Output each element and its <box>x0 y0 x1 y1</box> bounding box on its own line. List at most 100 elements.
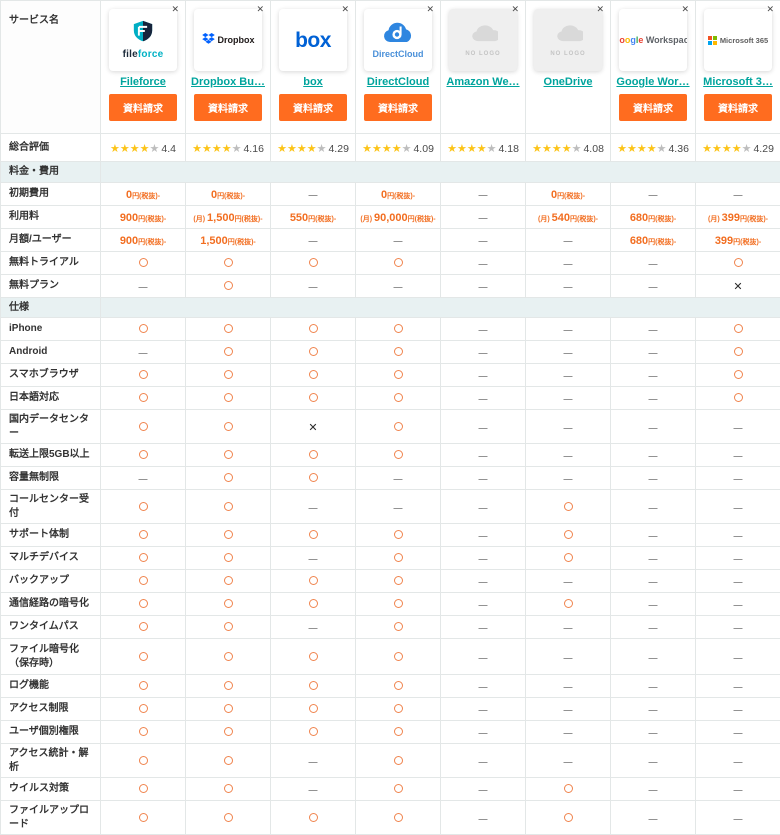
google-workspace-logo: Google Workspace <box>619 35 687 45</box>
value-cell: — <box>611 778 696 801</box>
table-row: 無料プラン——————✕ <box>1 274 780 297</box>
close-icon[interactable]: ✕ <box>596 5 604 14</box>
value-cell: — <box>271 228 356 251</box>
dash-icon: — <box>479 236 488 246</box>
value-cell: — <box>101 274 186 297</box>
dropbox-logo-text: Dropbox <box>218 35 255 45</box>
dash-icon: — <box>479 348 488 358</box>
dash-icon: — <box>734 757 743 767</box>
value-cell <box>526 524 611 547</box>
star-empty-icon: ★ <box>742 143 752 155</box>
row-label: ファイル暗号化（保存時） <box>1 639 101 675</box>
close-icon[interactable]: ✕ <box>426 5 434 14</box>
close-icon[interactable]: ✕ <box>171 5 179 14</box>
supported-icon <box>224 393 233 402</box>
value-cell <box>356 410 441 444</box>
dash-icon: — <box>734 653 743 663</box>
close-icon[interactable]: ✕ <box>341 5 349 14</box>
dash-icon: — <box>649 814 658 824</box>
service-link[interactable]: Google Wor… <box>613 76 693 88</box>
dash-icon: — <box>649 531 658 541</box>
value-cell: — <box>526 228 611 251</box>
service-logo-card: fileforce <box>109 9 177 71</box>
rating-cell: ★★★★★4.16 <box>186 134 271 162</box>
price-value: 680円(税抜)- <box>630 208 676 225</box>
value-cell: — <box>441 675 526 698</box>
supported-icon <box>564 502 573 511</box>
value-cell <box>186 274 271 297</box>
supported-icon <box>224 530 233 539</box>
supported-icon <box>564 553 573 562</box>
dash-icon: — <box>649 348 658 358</box>
value-cell <box>271 570 356 593</box>
price-value: (月) 90,000円(税抜)- <box>360 208 435 225</box>
value-cell: — <box>611 744 696 778</box>
row-label: 容量無制限 <box>1 467 101 490</box>
price-value: 399円(税抜)- <box>715 231 761 248</box>
dash-icon: — <box>309 785 318 795</box>
request-docs-button[interactable]: 資料請求 <box>619 94 687 121</box>
service-link[interactable]: box <box>273 76 353 88</box>
dash-icon: — <box>649 259 658 269</box>
service-logo-card: DirectCloud <box>364 9 432 71</box>
dash-icon: — <box>479 451 488 461</box>
value-cell <box>101 744 186 778</box>
dash-icon: — <box>649 474 658 484</box>
value-cell <box>356 444 441 467</box>
service-link[interactable]: DirectCloud <box>358 76 438 88</box>
dash-icon: — <box>564 757 573 767</box>
request-docs-button[interactable]: 資料請求 <box>194 94 262 121</box>
supported-icon <box>394 576 403 585</box>
value-cell: 680円(税抜)- <box>611 228 696 251</box>
table-row: ウイルス対策———— <box>1 778 780 801</box>
value-cell: 900円(税抜)- <box>101 228 186 251</box>
request-docs-button[interactable]: 資料請求 <box>364 94 432 121</box>
request-docs-button[interactable]: 資料請求 <box>279 94 347 121</box>
service-link[interactable]: Dropbox Bu… <box>188 76 268 88</box>
value-cell: — <box>271 490 356 524</box>
value-cell: — <box>696 616 780 639</box>
no-logo-placeholder: NO LOGO <box>550 24 585 57</box>
dropbox-icon <box>202 31 215 49</box>
star-filled-icon: ★ <box>297 143 307 155</box>
table-row: 通信経路の暗号化——— <box>1 593 780 616</box>
value-cell: — <box>526 467 611 490</box>
star-empty-icon: ★ <box>150 143 160 155</box>
value-cell <box>186 364 271 387</box>
close-icon[interactable]: ✕ <box>511 5 519 14</box>
value-cell: — <box>271 616 356 639</box>
value-cell <box>356 721 441 744</box>
service-link[interactable]: OneDrive <box>528 76 608 88</box>
value-cell: — <box>271 274 356 297</box>
not-supported-icon: ✕ <box>733 281 742 293</box>
price-value: 0円(税抜)- <box>551 185 585 202</box>
value-cell: — <box>101 341 186 364</box>
dash-icon: — <box>479 705 488 715</box>
service-link[interactable]: Amazon We… <box>443 76 523 88</box>
row-label: 総合評価 <box>1 134 101 162</box>
value-cell: — <box>611 444 696 467</box>
close-icon[interactable]: ✕ <box>256 5 264 14</box>
value-cell <box>186 570 271 593</box>
close-icon[interactable]: ✕ <box>681 5 689 14</box>
service-link[interactable]: Fileforce <box>103 76 183 88</box>
value-cell <box>186 524 271 547</box>
row-label: ユーザ個別権限 <box>1 721 101 744</box>
value-cell <box>101 387 186 410</box>
dash-icon: — <box>309 554 318 564</box>
value-cell: — <box>696 801 780 835</box>
close-icon[interactable]: ✕ <box>766 5 774 14</box>
request-docs-button[interactable]: 資料請求 <box>109 94 177 121</box>
service-link[interactable]: Microsoft 3… <box>698 76 778 88</box>
dash-icon: — <box>479 325 488 335</box>
row-label: ログ機能 <box>1 675 101 698</box>
supported-icon <box>224 704 233 713</box>
price-value: (月) 399円(税抜)- <box>708 208 768 225</box>
value-cell: — <box>271 547 356 570</box>
supported-icon <box>394 370 403 379</box>
row-label: 日本語対応 <box>1 387 101 410</box>
supported-icon <box>224 756 233 765</box>
request-docs-button[interactable]: 資料請求 <box>704 94 772 121</box>
value-cell: — <box>441 228 526 251</box>
value-cell <box>356 675 441 698</box>
